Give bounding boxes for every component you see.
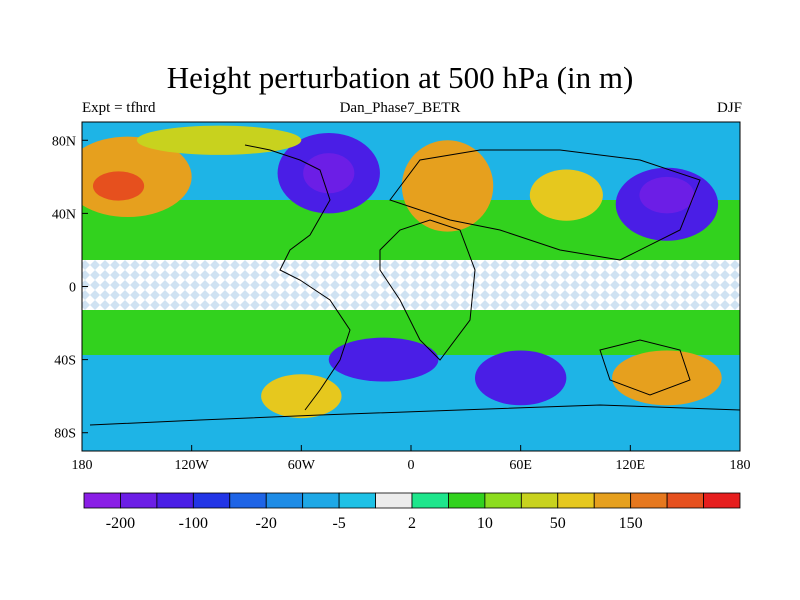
colorbar-label: -5 — [332, 515, 345, 532]
map-title: Height perturbation at 500 hPa (in m) — [166, 60, 634, 95]
colorbar-swatch — [448, 492, 486, 509]
lon-tick-label: 180 — [72, 458, 93, 473]
colorbar-label: -20 — [256, 515, 277, 532]
colorbar-swatch — [375, 492, 413, 509]
lat-tick-label: 40N — [52, 207, 76, 222]
colorbar: -200 -100 -20 -5 2 10 50 150 — [83, 492, 741, 532]
colorbar-label: -200 — [106, 515, 135, 532]
colorbar-swatch — [557, 492, 595, 509]
field-blob — [612, 350, 722, 406]
field-blob — [639, 176, 695, 214]
lon-tick-label: 120E — [616, 458, 646, 473]
colorbar-swatch — [302, 492, 340, 509]
colorbar-swatch — [666, 492, 704, 509]
field-blob — [401, 140, 494, 232]
colorbar-label: 10 — [477, 515, 493, 532]
coastlines — [89, 144, 740, 426]
americas-coastline — [244, 144, 351, 411]
colorbar-label: 2 — [408, 515, 416, 532]
lat-tick-label: 80S — [54, 427, 76, 442]
lat-tick-label: 40S — [54, 354, 76, 369]
colorbar-swatch — [593, 492, 632, 509]
blob-layer — [82, 125, 722, 419]
lon-tick-label: 180 — [730, 458, 751, 473]
colorbar-swatch — [484, 492, 522, 509]
colorbar-swatch — [411, 492, 449, 509]
colorbar-swatch — [192, 492, 231, 509]
australia-coastline — [599, 339, 691, 396]
field-blob — [303, 153, 355, 194]
field-blob — [529, 169, 603, 221]
axis-layer: 180 120W 60W 0 60E 120E 180 80N 40N 0 40S 80S — [52, 134, 751, 473]
colorbar-swatch — [703, 492, 741, 509]
case-label: Dan_Phase7_BETR — [339, 100, 461, 116]
colorbar-label: -100 — [179, 515, 208, 532]
antarctica-coastline — [89, 404, 740, 426]
colorbar-swatch — [630, 492, 668, 509]
colorbar-label: 150 — [619, 515, 643, 532]
colorbar-swatch — [265, 492, 304, 509]
tropical-hatch-band — [82, 260, 740, 310]
lat-tick-label: 80N — [52, 134, 76, 149]
colorbar-swatch — [83, 492, 121, 509]
lon-tick-label: 0 — [408, 458, 415, 473]
lon-tick-label: 60W — [288, 458, 316, 473]
field-blob — [328, 337, 439, 382]
lon-tick-label: 120W — [175, 458, 210, 473]
colorbar-swatch — [520, 492, 559, 509]
lat-tick-label: 0 — [69, 281, 76, 296]
colorbar-swatch — [120, 492, 158, 509]
map-field — [82, 122, 740, 451]
africa-coastline — [379, 219, 476, 361]
field-blob — [92, 171, 145, 201]
colorbar-swatch — [229, 492, 267, 509]
experiment-label: Expt = tfhrd — [82, 100, 156, 116]
lon-tick-label: 60E — [509, 458, 532, 473]
field-blob — [261, 374, 342, 419]
colorbar-swatch — [156, 492, 194, 509]
field-blob — [136, 125, 302, 155]
field-blob — [474, 350, 567, 406]
eurasia-coastline — [389, 149, 701, 261]
season-label: DJF — [716, 100, 742, 116]
colorbar-label: 50 — [550, 515, 566, 532]
colorbar-swatch — [338, 492, 376, 509]
